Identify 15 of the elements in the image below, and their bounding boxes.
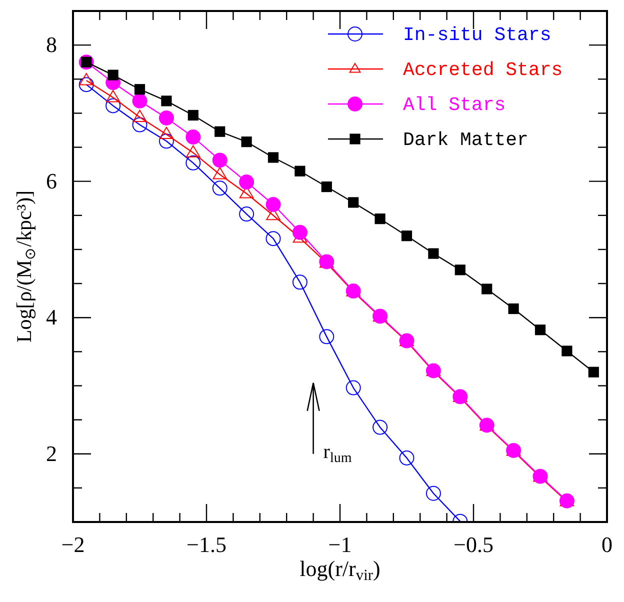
x-axis-title: log(r/r$_{vir}$) [300, 556, 380, 584]
y-tick-label: 4 [46, 304, 57, 330]
legend-label: In-situ Stars [403, 24, 552, 46]
x-tick-label: −2 [61, 532, 85, 557]
x-tick-label: −1 [328, 532, 352, 557]
legend-label: Dark Matter [403, 129, 528, 151]
annotation: r$_{lum}$ [323, 440, 352, 466]
legend-label: All Stars [403, 94, 506, 116]
legend-label: Accreted Stars [403, 59, 563, 81]
x-tick-label: 0 [602, 532, 612, 557]
y-tick-label: 2 [46, 440, 57, 466]
y-tick-label: 6 [46, 168, 57, 194]
x-tick-label: −0.5 [454, 532, 494, 557]
y-tick-label: 8 [46, 32, 57, 58]
x-tick-label: −1.5 [186, 532, 226, 557]
